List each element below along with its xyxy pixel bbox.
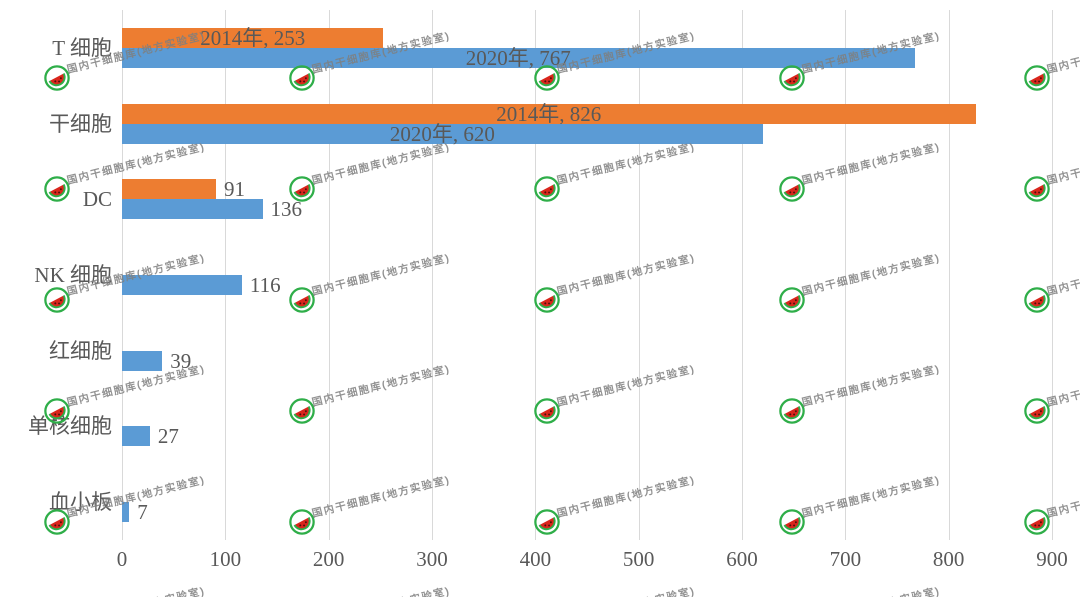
watermark-text: 国内干细胞库(地方实验室)	[555, 474, 697, 521]
watermark-text: 国内干细胞库(地方实验室)	[1045, 30, 1080, 77]
watermelon-logo-icon	[43, 508, 71, 536]
gridline	[742, 10, 743, 540]
watermelon-logo-icon	[288, 397, 316, 425]
bar-data-label: 2020年, 767	[465, 45, 571, 70]
watermelon-logo-icon	[533, 397, 561, 425]
watermelon-logo-icon	[288, 175, 316, 203]
watermark-text: 国内干细胞库(地方实验室)	[555, 583, 697, 597]
watermark-text: 国内干细胞库(地方实验室)	[1045, 583, 1080, 597]
x-axis-tick-label: 200	[312, 547, 345, 571]
watermark-text: 国内干细胞库(地方实验室)	[555, 252, 697, 299]
watermelon-logo-icon	[778, 175, 806, 203]
bar-data-label: 2020年, 620	[389, 121, 495, 146]
watermark-text: 国内干细胞库(地方实验室)	[800, 141, 942, 188]
watermelon-logo-icon	[288, 508, 316, 536]
bar-2014	[122, 27, 384, 48]
watermelon-logo-icon	[1023, 397, 1051, 425]
watermelon-logo-icon	[533, 64, 561, 92]
bar-data-label: 27	[157, 424, 179, 449]
watermark-text: 国内干细胞库(地方实验室)	[800, 252, 942, 299]
watermelon-logo-icon	[778, 286, 806, 314]
watermelon-logo-icon	[1023, 64, 1051, 92]
bar-2020	[122, 275, 242, 295]
watermark-text: 国内干细胞库(地方实验室)	[800, 583, 942, 597]
bar-2020	[122, 123, 763, 144]
x-axis-tick-label: 100	[209, 547, 242, 571]
bar-data-label: 116	[249, 273, 281, 297]
watermark-text: 国内干细胞库(地方实验室)	[310, 363, 452, 410]
gridline	[432, 10, 433, 540]
watermelon-logo-icon	[288, 64, 316, 92]
bar-data-label: 91	[224, 177, 246, 202]
category-label: T 细胞	[52, 35, 112, 60]
x-axis-tick-label: 700	[829, 547, 862, 571]
watermelon-logo-icon	[1023, 175, 1051, 203]
x-axis-tick-label: 400	[519, 547, 552, 571]
bar-2020	[122, 199, 263, 220]
watermark-text: 国内干细胞库(地方实验室)	[800, 363, 942, 410]
x-axis-tick-label: 800	[932, 547, 965, 571]
gridline	[638, 10, 640, 540]
watermelon-logo-icon	[43, 397, 71, 425]
watermelon-logo-icon	[288, 286, 316, 314]
bar-data-label: 136	[270, 197, 303, 222]
category-label: 红细胞	[49, 338, 112, 363]
x-axis-tick-label: 600	[726, 547, 758, 571]
watermelon-logo-icon	[778, 397, 806, 425]
watermelon-logo-icon	[778, 508, 806, 536]
category-label: 干细胞	[49, 111, 112, 136]
category-label: NK 细胞	[34, 263, 112, 287]
watermark-text: 国内干细胞库(地方实验室)	[555, 363, 697, 410]
bar-data-label: 39	[170, 348, 192, 373]
bar-2014	[122, 179, 217, 200]
bar-2020	[122, 502, 130, 523]
watermelon-logo-icon	[43, 286, 71, 314]
x-axis-tick-label: 500	[622, 547, 655, 571]
watermelon-logo-icon	[1023, 286, 1051, 314]
watermark-text: 国内干细胞库(地方实验室)	[65, 583, 207, 597]
watermark-text: 国内干细胞库(地方实验室)	[800, 474, 942, 521]
bar-2020	[122, 47, 915, 68]
watermark-text: 国内干细胞库(地方实验室)	[310, 252, 452, 299]
watermelon-logo-icon	[533, 508, 561, 536]
category-label: 单核细胞	[28, 414, 112, 439]
watermelon-logo-icon	[1023, 508, 1051, 536]
bar-2020	[122, 350, 163, 371]
watermelon-logo-icon	[533, 175, 561, 203]
x-axis-tick-label: 0	[116, 547, 128, 571]
gridline	[1052, 10, 1053, 540]
gridline	[948, 10, 950, 540]
watermelon-logo-icon	[533, 286, 561, 314]
watermark-text: 国内干细胞库(地方实验室)	[1045, 363, 1080, 410]
watermark-text: 国内干细胞库(地方实验室)	[1045, 141, 1080, 188]
bar-data-label: 2014年, 253	[200, 25, 306, 50]
gridline	[328, 10, 330, 540]
watermelon-logo-icon	[43, 64, 71, 92]
bar-2020	[122, 426, 150, 447]
watermark-text: 国内干细胞库(地方实验室)	[1045, 474, 1080, 521]
bar-data-label: 7	[137, 500, 148, 525]
x-axis-tick-label: 300	[416, 547, 448, 571]
watermark-text: 国内干细胞库(地方实验室)	[310, 474, 452, 521]
watermark-text: 国内干细胞库(地方实验室)	[310, 583, 452, 597]
watermark-text: 国内干细胞库(地方实验室)	[1045, 252, 1080, 299]
watermark-text: 国内干细胞库(地方实验室)	[555, 141, 697, 188]
bar-data-label: 2014年, 826	[496, 101, 602, 126]
gridline	[535, 10, 537, 540]
gridline	[845, 10, 847, 540]
watermelon-logo-icon	[778, 64, 806, 92]
watermelon-logo-icon	[43, 175, 71, 203]
watermark-text: 国内干细胞库(地方实验室)	[310, 141, 452, 188]
bar-2014	[122, 103, 976, 124]
category-label: DC	[82, 187, 112, 212]
x-axis-tick-label: 900	[1036, 547, 1068, 571]
